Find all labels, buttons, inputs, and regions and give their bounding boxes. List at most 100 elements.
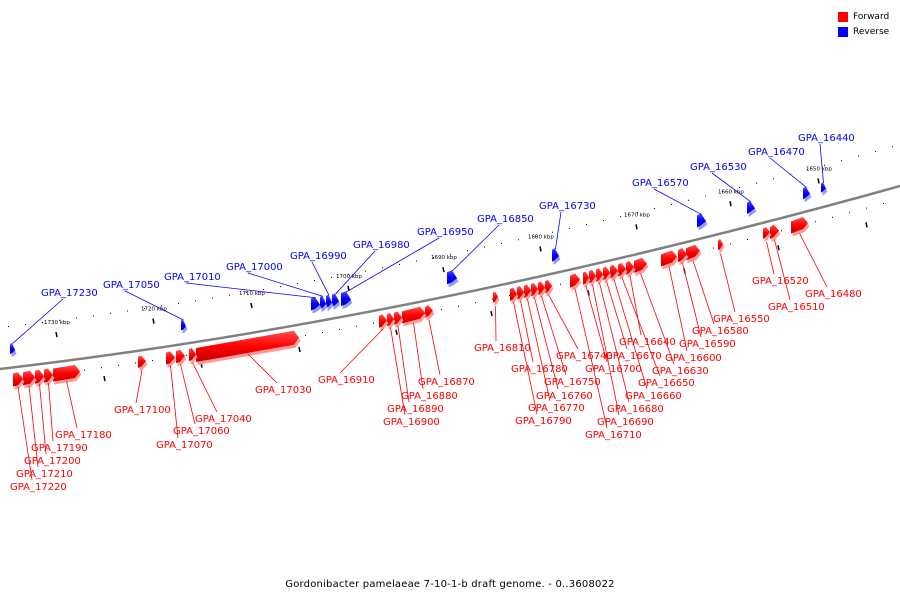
gene-arrow-gpa-17060[interactable]: [176, 349, 185, 364]
gene-label-gpa-16690: GPA_16690: [597, 417, 654, 428]
gene-arrow-gpa-16900[interactable]: [387, 312, 394, 327]
gene-leader-line: [345, 237, 440, 293]
gene-label-gpa-17000: GPA_17000: [226, 262, 283, 273]
gene-leader-line: [135, 370, 143, 404]
gene-leader-line: [192, 362, 218, 413]
legend: Forward Reverse: [838, 9, 889, 39]
gene-arrow-gpa-16440[interactable]: [821, 182, 826, 193]
gene-arrow-gpa-16480[interactable]: [791, 217, 808, 234]
gene-arrow-gpa-17100[interactable]: [138, 355, 146, 368]
gene-leader-line: [170, 365, 179, 439]
gene-label-gpa-16760: GPA_16760: [536, 391, 593, 402]
gene-arrow-gpa-17190[interactable]: [44, 368, 53, 383]
gene-arrow-gpa-17220[interactable]: [13, 372, 23, 387]
gene-arrow-gpa-16550[interactable]: [718, 239, 723, 251]
guide-dot-upper: [331, 276, 332, 278]
gene-label-gpa-16510: GPA_16510: [768, 302, 825, 313]
guide-dot-upper: [433, 257, 434, 259]
guide-dot-lower: [747, 238, 748, 240]
gene-arrow-gpa-16730[interactable]: [552, 248, 559, 262]
gene-arrow-gpa-16670[interactable]: [603, 266, 610, 281]
gene-arrow-gpa-16590[interactable]: [678, 248, 687, 263]
gene-arrow-gpa-16810[interactable]: [493, 291, 498, 303]
gene-arrow-gpa-17050[interactable]: [181, 319, 186, 331]
gene-arrow-gpa-16660[interactable]: [610, 264, 618, 279]
scale-ticks: 1650 kbp 1660 kbp 1670 kbp 1680 kbp 1690 kbp…: [44, 166, 868, 382]
scale-tick-label: 1730 kbp: [44, 320, 70, 326]
gene-arrow-gpa-16770[interactable]: [524, 284, 531, 298]
gene-arrow-gpa-16630[interactable]: [634, 257, 647, 273]
gene-arrow-gpa-16980[interactable]: [332, 293, 339, 307]
guide-dot-lower: [781, 230, 782, 232]
guide-dot-lower: [475, 302, 476, 304]
guide-dot-lower: [339, 328, 340, 330]
gene-label-gpa-16730: GPA_16730: [539, 201, 596, 212]
gene-leader-line: [413, 323, 424, 390]
gene-label-gpa-17070: GPA_17070: [156, 440, 213, 451]
guide-dot-upper: [467, 250, 468, 252]
gene-arrow-gpa-16780[interactable]: [517, 285, 524, 300]
gene-leader-line: [311, 261, 330, 296]
gene-leader-line: [451, 224, 500, 272]
gene-label-gpa-16790: GPA_16790: [515, 416, 572, 427]
gene-arrow-gpa-16640[interactable]: [626, 260, 634, 275]
gene-arrow-gpa-16650[interactable]: [618, 262, 626, 277]
guide-dot-upper: [518, 239, 519, 241]
gene-arrow-gpa-17200[interactable]: [35, 369, 44, 384]
gene-arrow-gpa-16690[interactable]: [589, 269, 596, 284]
legend-reverse: Reverse: [838, 24, 889, 39]
gene-leader-line: [774, 239, 791, 301]
gene-leader-line: [606, 281, 628, 350]
guide-dot-upper: [263, 288, 264, 290]
gene-arrow-gpa-16880[interactable]: [402, 306, 425, 324]
gene-leader-line: [769, 157, 807, 188]
gene-arrow-gpa-16680[interactable]: [596, 268, 603, 282]
gene-arrow-gpa-16870[interactable]: [425, 305, 433, 318]
gene-arrow-gpa-16600[interactable]: [661, 250, 677, 267]
gene-arrow-gpa-16990[interactable]: [326, 294, 332, 308]
gene-arrow-gpa-16520[interactable]: [763, 227, 770, 239]
guide-dot-lower: [152, 359, 153, 361]
gene-arrow-gpa-17210[interactable]: [23, 370, 35, 386]
guide-dot-upper: [25, 324, 26, 326]
gene-label-gpa-16670: GPA_16670: [605, 351, 662, 362]
gene-arrow-gpa-16750[interactable]: [538, 281, 545, 295]
gene-arrow-gpa-16530[interactable]: [747, 200, 755, 214]
guide-dot-lower: [305, 335, 306, 337]
gene-arrow-gpa-16950[interactable]: [341, 291, 351, 307]
gene-arrow-gpa-17010[interactable]: [311, 296, 320, 311]
gene-arrow-gpa-16910[interactable]: [379, 314, 387, 328]
guide-dot-upper: [535, 235, 536, 237]
gene-arrow-gpa-16470[interactable]: [803, 186, 810, 200]
gene-arrow-gpa-17180[interactable]: [53, 364, 80, 382]
gene-arrow-gpa-17000[interactable]: [320, 295, 326, 309]
legend-reverse-label: Reverse: [853, 26, 890, 37]
tick-dots: [8, 146, 893, 380]
gene-arrow-gpa-16570[interactable]: [697, 213, 706, 228]
gene-leader-line: [819, 143, 824, 183]
gene-label-gpa-16990: GPA_16990: [290, 251, 347, 262]
guide-dot-upper: [314, 280, 315, 282]
gene-arrow-gpa-17040[interactable]: [189, 348, 196, 362]
gene-arrow-gpa-16850[interactable]: [447, 270, 457, 285]
gene-arrow-gpa-16710[interactable]: [570, 273, 580, 288]
gene-arrow-gpa-16580[interactable]: [686, 244, 700, 261]
gene-arrow-gpa-16790[interactable]: [510, 287, 517, 301]
gene-arrow-gpa-17030[interactable]: [196, 330, 299, 363]
scale-tick-label: 1720 kbp: [141, 307, 167, 313]
gene-arrow-gpa-16890[interactable]: [394, 311, 402, 325]
guide-dot-lower: [560, 283, 561, 285]
gene-arrow-gpa-16700[interactable]: [583, 271, 589, 285]
guide-dot-upper: [569, 227, 570, 229]
guide-dot-upper: [484, 246, 485, 248]
gene-arrow-gpa-16510[interactable]: [770, 224, 779, 240]
guide-dot-upper: [76, 317, 77, 319]
guide-dot-upper: [773, 178, 774, 180]
gene-arrow-gpa-16740[interactable]: [545, 279, 552, 294]
gene-leader-line: [48, 383, 54, 442]
scale-tick-label: 1660 kbp: [718, 189, 744, 195]
gene-arrow-gpa-17230[interactable]: [10, 343, 15, 354]
gene-arrow-gpa-17070[interactable]: [166, 351, 175, 365]
gene-arrow-gpa-16760[interactable]: [531, 282, 538, 297]
